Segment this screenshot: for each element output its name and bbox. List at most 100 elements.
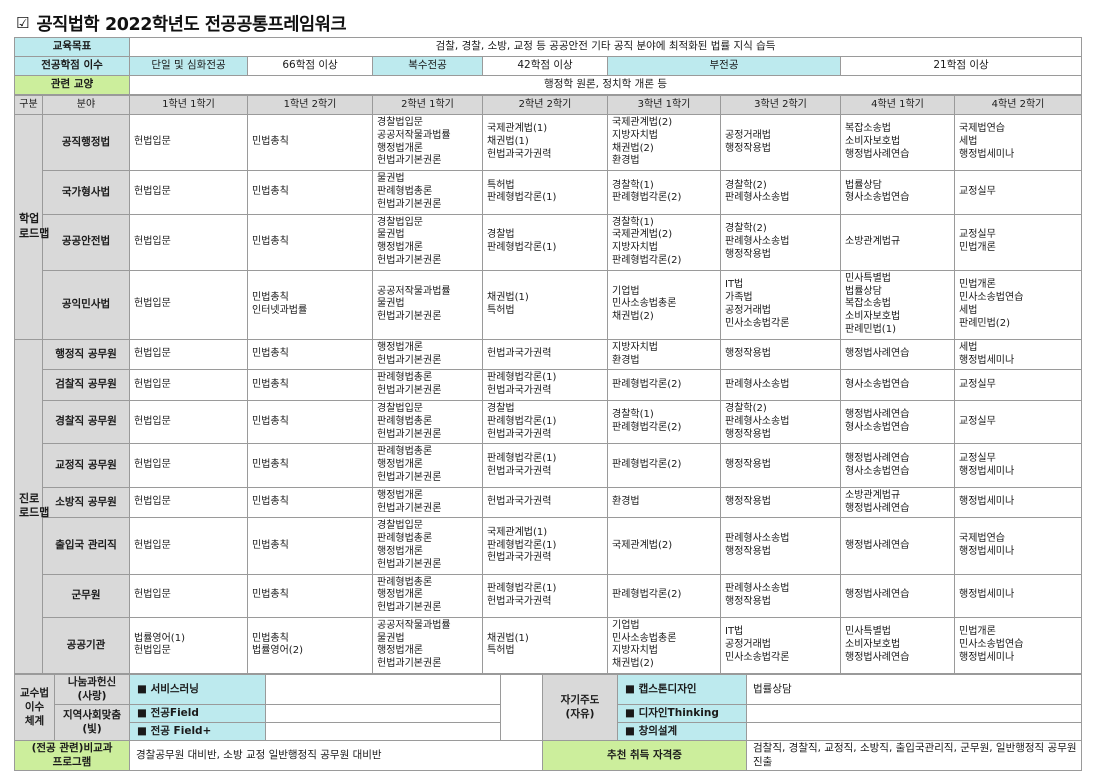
course-item: 기업법 [612,619,640,631]
teaching-chip-right-2[interactable]: ■ 창의설계 [617,722,747,742]
group-label-line: 진로 [19,491,40,505]
term-cell: 지방자치법 환경법 [607,338,721,371]
course-item: 헌법입문 [134,235,171,247]
course-item: 교정실무 [959,415,996,427]
term-cell: 교정실무 행정법세미나 [954,443,1082,488]
teaching-category-community: 지역사회맞춤(빛) [54,704,130,742]
course-item: 헌법과기본권론 [377,354,442,366]
term-cell: 헌법입문 [129,213,248,271]
term-cell: 민법총칙 [247,369,373,401]
term-cell: 행정법개론 헌법과기본권론 [372,338,483,371]
field-label: 소방직 공무원 [42,486,130,519]
term-cell: 법률상담 형사소송법연습 [840,170,955,215]
term-cell: 민법총칙 [247,486,373,519]
course-item: 기업법 [612,285,640,297]
course-item: 공정거래법 [725,304,771,316]
course-item: 국제관계법(1) [487,526,548,538]
course-item: 경찰학(1) [612,409,654,421]
teaching-note-right-2 [746,722,1082,742]
course-item: 판례형법총론 [377,576,433,588]
course-item: 국제관계법(2) [612,229,673,241]
term-cell: 판례형사소송법 행정작용법 [720,517,841,575]
field-label: 교정직 공무원 [42,443,130,488]
course-item: 행정법세미나 [959,148,1015,160]
course-item: 행정작용법 [725,248,771,260]
course-item: 행정법사례연습 [845,452,910,464]
course-item: 행정법사례연습 [845,148,910,160]
col-header-field: 분야 [42,95,130,115]
course-item: 민사특별법 [845,272,891,284]
term-cell: 경찰법입문 물권법 행정법개론 헌법과기본권론 [372,213,483,271]
course-item: 행정법개론 [377,645,423,657]
table-row: 검찰직 공무원 헌법입문 민법총칙 판례형법총론 헌법과기본권론 판례형법각론(1) 헌법과… [15,369,1082,401]
course-item: 경찰법입문 [377,117,423,128]
course-item: 행정법세미나 [959,589,1015,601]
recommended-cert-value: 검찰직, 경찰직, 교정직, 소방직, 출입국관리직, 군무원, 일반행정직 공… [746,740,1082,771]
teaching-method-label-line: 교수법 [20,687,49,700]
table-row: 진로 로드맵 행정직 공무원 헌법입문 민법총칙 행정법개론 헌법과기본권론 헌법과국가권력 지… [14,338,1082,675]
teaching-chip-right-0[interactable]: ■ 캡스톤디자인 [617,674,747,706]
course-item: 판례형법각론(1) [487,372,557,384]
term-cell: 행정작용법 [720,486,841,519]
course-item: 채권법(2) [612,142,654,154]
term-cell: 기업법 민사소송법총론 지방자치법 채권법(2) [607,616,721,675]
table-row: 교정직 공무원 헌법입문 민법총칙 판례형법총론 행정법개론 헌법과기본권론 판례형법각론(… [15,443,1082,488]
course-item: 민법개론 [959,242,996,254]
course-item: 헌법입문 [134,539,171,551]
course-item: 헌법과기본권론 [377,558,442,570]
recommended-cert-label: 추천 취득 자격증 [542,740,747,771]
term-cell: IT법 공정거래법 민사소송법각론 [720,616,841,675]
term-cell: 헌법입문 [129,369,248,401]
course-item: 헌법과기본권론 [377,254,442,266]
course-item: 복잡소송법 [845,123,891,135]
course-item: 법률영어(2) [252,645,303,657]
course-item: 민사소송법연습 [959,291,1024,303]
course-item: 소방관계법규 [845,489,901,501]
course-item: 판례형법각론(2) [612,378,682,390]
term-cell: 행정작용법 [720,443,841,488]
group-label-career: 진로 로드맵 [14,338,49,675]
teaching-method-label-line: 체계 [24,714,45,727]
term-cell: 경찰법 판례형법각론(1) 헌법과국가권력 [482,399,608,445]
term-cell: 민법총칙 [247,399,373,445]
course-item: 행정법개론 [377,589,423,601]
term-cell: 민법총칙 인터넷과법률 [247,269,373,340]
related-liberal-label: 관련 교양 [13,75,131,95]
course-item: 행정법사례연습 [845,409,910,421]
course-item: 민법총칙 [252,415,289,427]
course-item: 행정작용법 [725,348,771,360]
course-item: 복잡소송법 [845,298,891,310]
teaching-category-selfdirected: 자기주도(자유) [542,674,618,742]
term-cell: 행정법사례연습 [840,338,955,371]
teaching-chip-left-2[interactable]: ■ 전공 Field+ [129,722,266,742]
term-cell: 판례형법총론 행정법개론 헌법과기본권론 [372,573,483,618]
col-header-term-8: 4학년 2학기 [954,95,1082,115]
teaching-chip-right-1[interactable]: ■ 디자인Thinking [617,704,747,724]
table-row: 경찰직 공무원 헌법입문 민법총칙 경찰법입문 판례형법총론 헌법과기본권론 경찰법 판례형법… [15,399,1082,445]
course-item: 행정법세미나 [959,465,1015,477]
course-item: 헌법입문 [134,496,171,508]
course-item: 행정법개론 [377,242,423,254]
course-item: 판례형법각론(2) [612,422,682,434]
col-header-term-5: 3학년 1학기 [607,95,721,115]
course-item: 행정법개론 [377,341,423,353]
teaching-chip-left-1[interactable]: ■ 전공Field [129,704,266,724]
course-item: 공정거래법 [725,639,771,651]
course-item: 공공저작물과법률 [377,619,451,631]
term-cell: 특허법 판례형법각론(1) [482,170,608,215]
course-item: 경찰법입문 [377,216,423,228]
course-item: 행정법세미나 [959,496,1015,508]
field-label: 국가형사법 [42,170,130,215]
term-cell: 판례형법각론(1) 헌법과국가권력 [482,369,608,401]
course-item: 행정법사례연습 [845,651,910,663]
term-cell: 판례형법총론 헌법과기본권론 [372,369,483,401]
credit-value-single: 66학점 이상 [247,56,374,76]
footer-spacer [500,674,543,742]
teaching-chip-left-0[interactable]: ■ 서비스러닝 [129,674,266,706]
course-item: 교정실무 [959,185,996,197]
course-item: 세법 [959,341,978,353]
course-item: 행정법세미나 [959,545,1015,557]
term-cell: 민법총칙 [247,338,373,371]
course-item: 민법개론 [959,626,996,638]
course-item: 물권법 [377,173,405,185]
